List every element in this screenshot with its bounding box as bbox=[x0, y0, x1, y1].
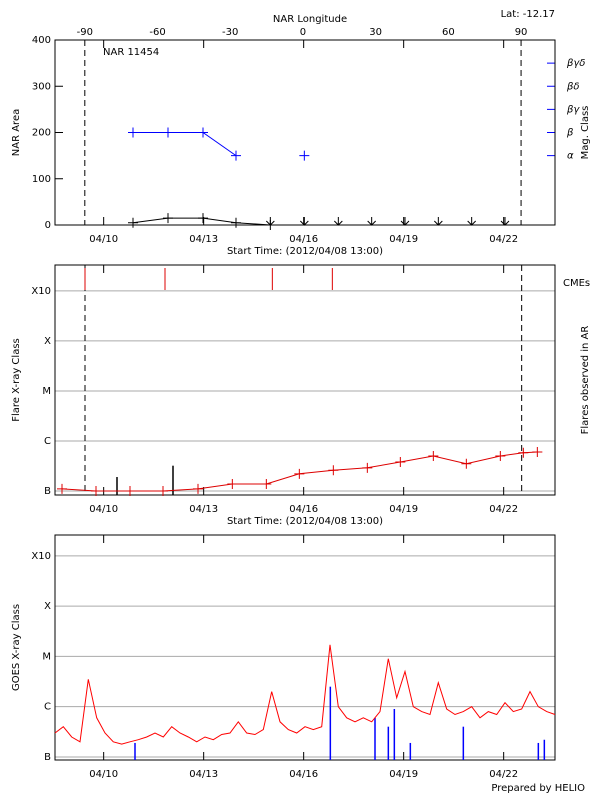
y-tick-label: C bbox=[44, 436, 51, 447]
x2-tick-label: 30 bbox=[369, 27, 382, 38]
plus-marker bbox=[158, 485, 168, 496]
plus-marker bbox=[198, 127, 208, 138]
y-axis-label: NAR Area bbox=[11, 109, 22, 156]
x-tick-label: 04/19 bbox=[389, 504, 418, 515]
x-tick-label: 04/22 bbox=[489, 504, 518, 515]
x2-tick-label: 90 bbox=[515, 27, 528, 38]
y-axis-label: Flare X-ray Class bbox=[11, 338, 22, 422]
plus-marker bbox=[57, 483, 67, 494]
plus-marker bbox=[428, 451, 439, 462]
plus-marker bbox=[261, 478, 272, 489]
x-tick-label: 04/16 bbox=[289, 769, 318, 780]
x-tick-label: 04/13 bbox=[189, 504, 218, 515]
y2-tick-label: β bbox=[566, 128, 574, 139]
plot-frame bbox=[54, 534, 556, 761]
plus-marker bbox=[299, 150, 310, 161]
annotation: Lat: -12.17 bbox=[501, 9, 555, 20]
plus-marker bbox=[125, 485, 135, 496]
y2-tick-label: βγδ bbox=[566, 58, 585, 69]
x-tick-label: 04/10 bbox=[89, 504, 118, 515]
plus-marker bbox=[163, 213, 173, 224]
cme-label: CMEs bbox=[563, 278, 590, 289]
x2-tick-label: -30 bbox=[222, 27, 238, 38]
x-tick-label: 04/16 bbox=[289, 234, 318, 245]
y-tick-label: 100 bbox=[32, 174, 51, 185]
footer: Prepared by HELIO bbox=[491, 783, 585, 794]
y-tick-label: X bbox=[44, 336, 51, 347]
arrow-marker bbox=[400, 217, 410, 226]
plus-marker bbox=[461, 458, 472, 469]
x-tick-label: 04/22 bbox=[489, 234, 518, 245]
plus-marker bbox=[128, 217, 138, 228]
y-tick-label: M bbox=[42, 651, 51, 662]
plus-marker bbox=[328, 465, 339, 476]
x-tick-label: 04/16 bbox=[289, 504, 318, 515]
plus-marker bbox=[163, 127, 173, 138]
y-tick-label: 300 bbox=[32, 81, 51, 92]
arrow-marker bbox=[500, 217, 510, 226]
x-tick-label: 04/10 bbox=[89, 769, 118, 780]
series-line bbox=[132, 217, 271, 226]
plus-marker bbox=[198, 213, 208, 224]
plus-marker bbox=[362, 462, 373, 473]
y-tick-label: 200 bbox=[32, 128, 51, 139]
plus-marker bbox=[193, 483, 203, 494]
y-tick-label: X10 bbox=[31, 551, 51, 562]
y2-tick-label: βδ bbox=[566, 81, 580, 92]
arrow-marker bbox=[333, 217, 343, 226]
y2-axis-label: Mag. Class bbox=[580, 106, 591, 160]
arrow-marker bbox=[433, 217, 443, 226]
series-line bbox=[61, 451, 538, 492]
x-tick-label: 04/13 bbox=[189, 234, 218, 245]
y-tick-label: X bbox=[44, 601, 51, 612]
series-line bbox=[133, 133, 304, 156]
arrow-marker bbox=[265, 217, 275, 226]
y2-tick-label: βγ bbox=[566, 104, 580, 115]
plus-marker bbox=[231, 150, 241, 161]
x-axis-label: Start Time: (2012/04/08 13:00) bbox=[227, 246, 383, 257]
y-tick-label: C bbox=[44, 702, 51, 713]
x2-tick-label: 0 bbox=[300, 27, 306, 38]
x-tick-label: 04/13 bbox=[189, 769, 218, 780]
arrow-marker bbox=[467, 217, 477, 226]
plus-marker bbox=[395, 456, 406, 467]
arrow-marker bbox=[367, 217, 377, 226]
x-tick-label: 04/10 bbox=[89, 234, 118, 245]
x2-tick-label: 60 bbox=[442, 27, 455, 38]
x-tick-label: 04/22 bbox=[489, 769, 518, 780]
x2-tick-label: -90 bbox=[77, 27, 93, 38]
y-tick-label: 400 bbox=[32, 35, 51, 46]
x-axis-label: Start Time: (2012/04/08 13:00) bbox=[227, 516, 383, 527]
y-tick-label: M bbox=[42, 386, 51, 397]
plus-marker bbox=[231, 217, 241, 228]
plus-marker bbox=[495, 451, 506, 462]
plus-marker bbox=[294, 468, 305, 479]
panel-title: NAR 11454 bbox=[103, 47, 159, 58]
x2-axis-label: NAR Longitude bbox=[273, 14, 347, 25]
y2-tick-label: α bbox=[567, 151, 574, 162]
plus-marker bbox=[532, 447, 543, 458]
y-tick-label: B bbox=[44, 752, 51, 763]
arrow-marker bbox=[299, 217, 309, 226]
plus-marker bbox=[227, 478, 238, 489]
x-tick-label: 04/19 bbox=[389, 234, 418, 245]
plot-frame bbox=[54, 264, 556, 496]
y-tick-label: X10 bbox=[31, 286, 51, 297]
y-axis-label: GOES X-ray Class bbox=[11, 604, 22, 691]
plus-marker bbox=[128, 127, 138, 138]
y-tick-label: B bbox=[44, 486, 51, 497]
plus-marker bbox=[91, 485, 101, 496]
x2-tick-label: -60 bbox=[149, 27, 165, 38]
plus-marker bbox=[518, 447, 529, 458]
x-tick-label: 04/19 bbox=[389, 769, 418, 780]
y2-axis-label: Flares observed in AR bbox=[580, 326, 591, 435]
y-tick-label: 0 bbox=[45, 220, 51, 231]
series-line bbox=[54, 644, 556, 745]
